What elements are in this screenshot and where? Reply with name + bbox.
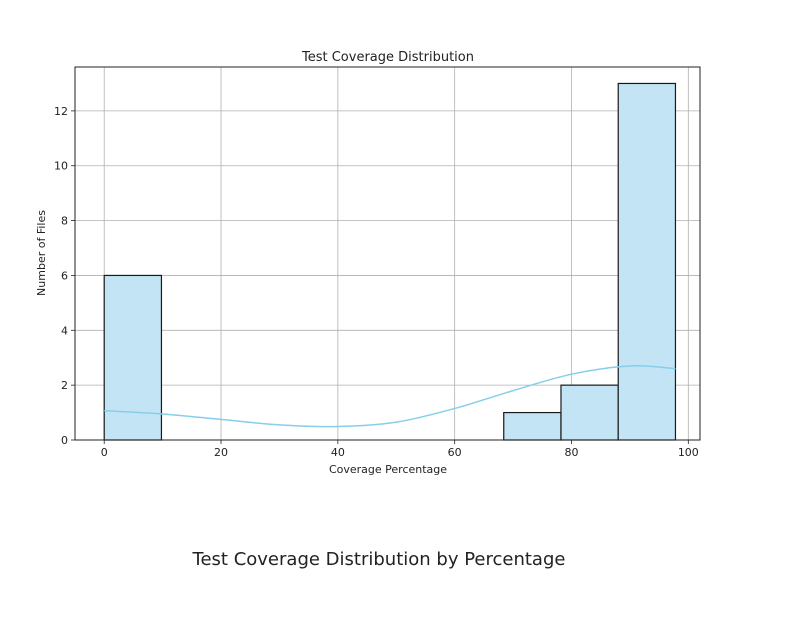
histogram-bar — [617, 82, 677, 441]
y-tick-label: 12 — [54, 105, 68, 118]
histogram-bars — [103, 82, 677, 441]
chart-title: Test Coverage Distribution — [301, 50, 474, 65]
y-tick-label: 6 — [61, 269, 68, 282]
x-tick-label: 60 — [448, 446, 462, 459]
histogram-bar — [560, 384, 619, 441]
x-tick-label: 20 — [214, 446, 228, 459]
histogram-bar — [103, 274, 163, 441]
y-tick-label: 2 — [61, 379, 68, 392]
x-axis-label: Coverage Percentage — [329, 463, 447, 476]
plot-frame — [74, 66, 701, 441]
kde-curve — [104, 365, 676, 428]
y-axis-label: Number of Files — [35, 210, 48, 296]
y-tick-label: 0 — [61, 434, 68, 447]
y-tick-label: 8 — [61, 215, 68, 228]
x-tick-label: 40 — [331, 446, 345, 459]
figure-caption: Test Coverage Distribution by Percentage — [192, 549, 566, 570]
histogram-bar — [503, 411, 562, 441]
y-tick-label: 10 — [54, 160, 68, 173]
x-tick-label: 0 — [101, 446, 108, 459]
x-tick-label: 100 — [678, 446, 699, 459]
axis-ticks: 0 20 40 60 80 100 0 2 4 6 8 10 12 — [54, 105, 699, 459]
histogram-chart: 0 20 40 60 80 100 0 2 4 6 8 10 12 Test Coverage Dist… — [35, 50, 701, 476]
y-tick-label: 4 — [61, 324, 68, 337]
x-tick-label: 80 — [564, 446, 578, 459]
grid-lines — [75, 67, 700, 441]
